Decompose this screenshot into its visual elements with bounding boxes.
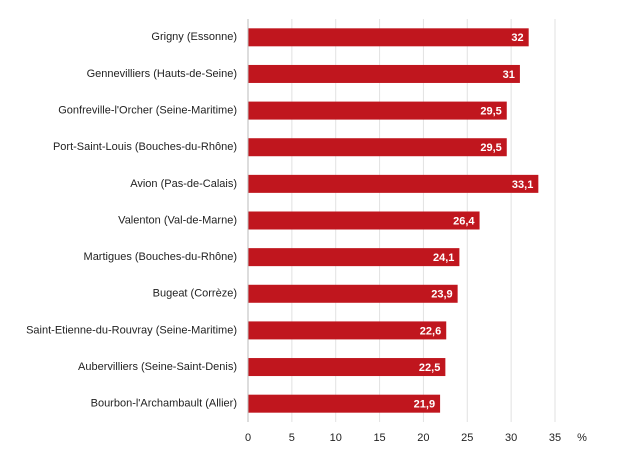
x-tick-label: 35 (549, 432, 561, 444)
value-label: 31 (503, 69, 515, 81)
category-label: Gonfreville-l'Orcher (Seine-Maritime) (58, 104, 237, 116)
bar (248, 358, 446, 377)
category-label: Aubervilliers (Seine-Saint-Denis) (78, 361, 237, 373)
x-axis-label: % (577, 432, 587, 444)
x-tick-label: 25 (461, 432, 473, 444)
category-label: Bugeat (Corrèze) (153, 288, 237, 300)
x-tick-label: 5 (289, 432, 295, 444)
category-label: Saint-Etienne-du-Rouvray (Seine-Maritime… (26, 324, 237, 336)
value-label: 22,6 (420, 325, 441, 337)
category-label: Avion (Pas-de-Calais) (130, 178, 237, 190)
bar (248, 64, 520, 83)
x-tick-label: 30 (505, 432, 517, 444)
category-label: Port-Saint-Louis (Bouches-du-Rhône) (53, 141, 237, 153)
bar (248, 28, 529, 47)
value-label: 22,5 (419, 362, 440, 374)
x-tick-label: 0 (245, 432, 251, 444)
value-label: 29,5 (480, 105, 501, 117)
value-label: 33,1 (512, 179, 533, 191)
category-label: Gennevilliers (Hauts-de-Seine) (87, 68, 237, 80)
value-label: 23,9 (431, 289, 452, 301)
category-label: Martigues (Bouches-du-Rhône) (84, 251, 237, 263)
value-label: 32 (511, 32, 523, 44)
x-tick-label: 15 (373, 432, 385, 444)
bar (248, 394, 441, 413)
bar (248, 101, 507, 120)
value-label: 26,4 (453, 215, 475, 227)
x-tick-label: 20 (417, 432, 429, 444)
bar (248, 248, 460, 267)
bar (248, 284, 458, 303)
bar (248, 321, 447, 340)
bar (248, 138, 507, 157)
value-label: 29,5 (480, 142, 501, 154)
category-label: Grigny (Essonne) (151, 31, 237, 43)
bar (248, 211, 480, 230)
bar (248, 174, 539, 193)
category-label: Valenton (Val-de-Marne) (118, 214, 237, 226)
x-tick-label: 10 (330, 432, 342, 444)
category-label: Bourbon-l'Archambault (Allier) (91, 398, 237, 410)
value-label: 21,9 (414, 399, 435, 411)
value-label: 24,1 (433, 252, 454, 264)
